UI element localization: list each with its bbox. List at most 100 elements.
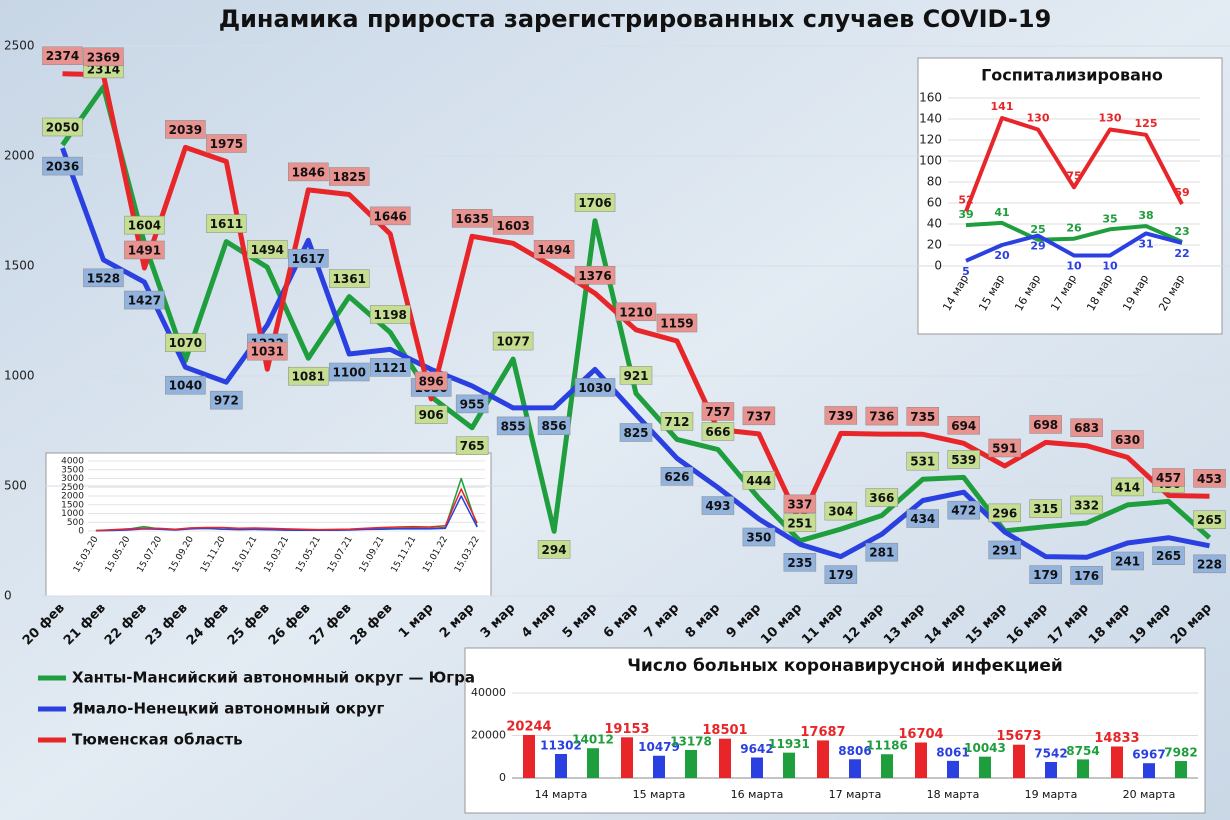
value-label-box	[455, 436, 489, 455]
value-label-box	[288, 162, 329, 182]
value-label-box	[42, 46, 83, 65]
value-label: 281	[869, 546, 894, 560]
value-label-box	[1111, 477, 1144, 497]
value-label: 8754	[1066, 744, 1099, 758]
value-label-box	[369, 305, 411, 324]
value-label-box	[824, 406, 858, 425]
value-label: 735	[910, 410, 935, 424]
value-label: 7982	[1164, 746, 1197, 760]
value-label-box	[414, 405, 448, 424]
value-label-box	[1193, 469, 1226, 488]
value-label: 38	[1138, 209, 1153, 222]
value-label-box	[1152, 546, 1185, 565]
value-label: 304	[828, 505, 853, 519]
value-label: 856	[542, 419, 567, 433]
value-label-box	[1111, 551, 1144, 571]
value-label: 1198	[374, 308, 407, 322]
value-label: 315	[1033, 502, 1058, 516]
value-label-box	[988, 540, 1021, 560]
series-line	[60, 84, 1212, 544]
bar	[751, 757, 763, 778]
bar	[1143, 763, 1155, 778]
value-label: 176	[1074, 569, 1099, 583]
value-label: 2039	[169, 123, 202, 137]
value-label: 896	[419, 374, 444, 388]
value-label-box	[947, 416, 980, 435]
bar	[1013, 744, 1025, 778]
value-label-box	[824, 501, 858, 521]
value-label: 1159	[660, 317, 693, 331]
value-label: 453	[1197, 472, 1222, 486]
y-tick-label: 1000	[61, 509, 84, 519]
value-label: 141	[991, 100, 1014, 113]
value-label: 1070	[169, 336, 202, 350]
value-label: 630	[1115, 433, 1140, 447]
value-label-box	[783, 553, 817, 572]
x-tick-label: 20 марта	[1123, 788, 1176, 801]
bar	[685, 749, 697, 778]
value-label-box	[455, 394, 489, 414]
value-label-box	[1070, 418, 1103, 437]
value-label-box	[83, 47, 124, 67]
value-label: 1491	[128, 243, 161, 257]
inset-panel	[45, 452, 492, 597]
y-tick-label: 0	[78, 527, 84, 537]
value-label-box	[783, 494, 817, 514]
value-label-box	[165, 120, 206, 139]
value-label-box	[988, 438, 1021, 458]
y-tick-label: 0	[499, 771, 506, 784]
value-label-box	[988, 503, 1021, 523]
y-tick-label: 500	[67, 518, 84, 528]
value-label-box	[906, 407, 940, 426]
value-label: 757	[705, 405, 730, 419]
inset-panel	[917, 57, 1223, 335]
value-label: 1975	[210, 137, 243, 151]
value-label: 11931	[768, 737, 810, 751]
y-tick-label: 120	[919, 133, 942, 147]
y-tick-label: 160	[919, 91, 942, 105]
legend-label: Ямало-Ненецкий автономный округ	[72, 700, 384, 718]
value-label: 414	[1115, 480, 1140, 494]
value-label: 1611	[210, 217, 243, 231]
value-label: 739	[828, 409, 853, 423]
value-label: 41	[994, 206, 1009, 219]
y-tick-label: 2000	[61, 492, 84, 502]
value-label: 265	[1156, 549, 1181, 563]
value-label: 10	[1066, 260, 1082, 273]
value-label-box	[247, 240, 288, 259]
value-label: 2050	[46, 121, 79, 135]
value-label: 1100	[333, 366, 366, 380]
value-label: 2369	[87, 50, 120, 64]
x-tick-label: 17 марта	[829, 788, 882, 801]
value-label: 20	[994, 249, 1010, 262]
value-label-box	[1193, 510, 1226, 529]
value-label: 1706	[578, 196, 611, 210]
value-label-box	[574, 266, 616, 285]
value-label-box	[83, 268, 124, 288]
value-label: 1040	[169, 379, 202, 393]
legend-label: Тюменская область	[72, 731, 243, 749]
y-tick-label: 0	[934, 259, 942, 273]
bar	[1111, 746, 1123, 778]
value-label: 2374	[46, 49, 79, 63]
value-label-box	[1029, 499, 1062, 518]
value-label: 698	[1033, 418, 1058, 432]
value-label-box	[42, 117, 83, 137]
value-label-box	[574, 378, 616, 397]
value-label: 19153	[604, 722, 649, 737]
value-label-box	[742, 406, 776, 426]
value-label-box	[660, 467, 694, 486]
y-tick-label: 80	[927, 175, 942, 189]
value-label-box	[1070, 495, 1103, 515]
value-label: 235	[787, 556, 812, 570]
value-label: 179	[1033, 568, 1058, 582]
y-tick-label: 2500	[4, 39, 35, 53]
value-label: 8061	[936, 745, 969, 759]
value-label: 10479	[638, 740, 680, 754]
y-tick-label: 3500	[61, 465, 84, 475]
y-tick-label: 3000	[61, 474, 84, 484]
value-label: 10043	[964, 741, 1006, 755]
x-tick-label: 14 марта	[535, 788, 588, 801]
value-label-box	[906, 509, 940, 528]
